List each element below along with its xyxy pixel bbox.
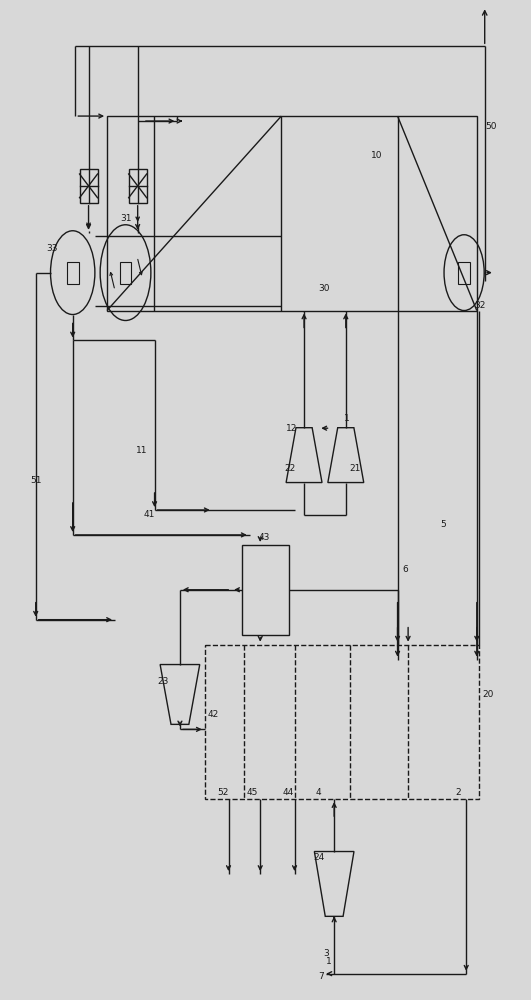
Text: 1: 1 [326,957,332,966]
Bar [80,169,98,203]
Bar [107,116,477,311]
Text: 42: 42 [208,710,219,719]
Text: 23: 23 [157,677,168,686]
Text: 3: 3 [323,949,329,958]
Text: 5: 5 [440,520,446,529]
Text: 52: 52 [217,788,228,797]
Text: 43: 43 [259,533,270,542]
Text: 11: 11 [136,446,148,455]
Text: 45: 45 [246,788,258,797]
Text: 50: 50 [485,122,496,131]
Text: 44: 44 [283,788,294,797]
Bar [242,545,289,635]
Text: 6: 6 [403,565,408,574]
Bar [129,169,147,203]
Text: 1: 1 [344,414,349,423]
Bar [205,645,479,799]
Text: 20: 20 [482,690,493,699]
Text: 7: 7 [318,972,324,981]
Text: 32: 32 [474,301,485,310]
Text: 2: 2 [456,788,461,797]
Text: 30: 30 [318,284,330,293]
Text: 4: 4 [316,788,321,797]
Bar [458,262,470,284]
Bar [67,262,79,284]
Text: 10: 10 [371,151,383,160]
Text: 12: 12 [286,424,297,433]
Text: 31: 31 [120,214,132,223]
Text: 41: 41 [144,510,156,519]
Text: 22: 22 [284,464,295,473]
Text: 51: 51 [30,476,42,485]
Text: 24: 24 [313,853,324,862]
Text: 21: 21 [349,464,361,473]
Text: 33: 33 [46,244,58,253]
Bar [119,262,131,284]
